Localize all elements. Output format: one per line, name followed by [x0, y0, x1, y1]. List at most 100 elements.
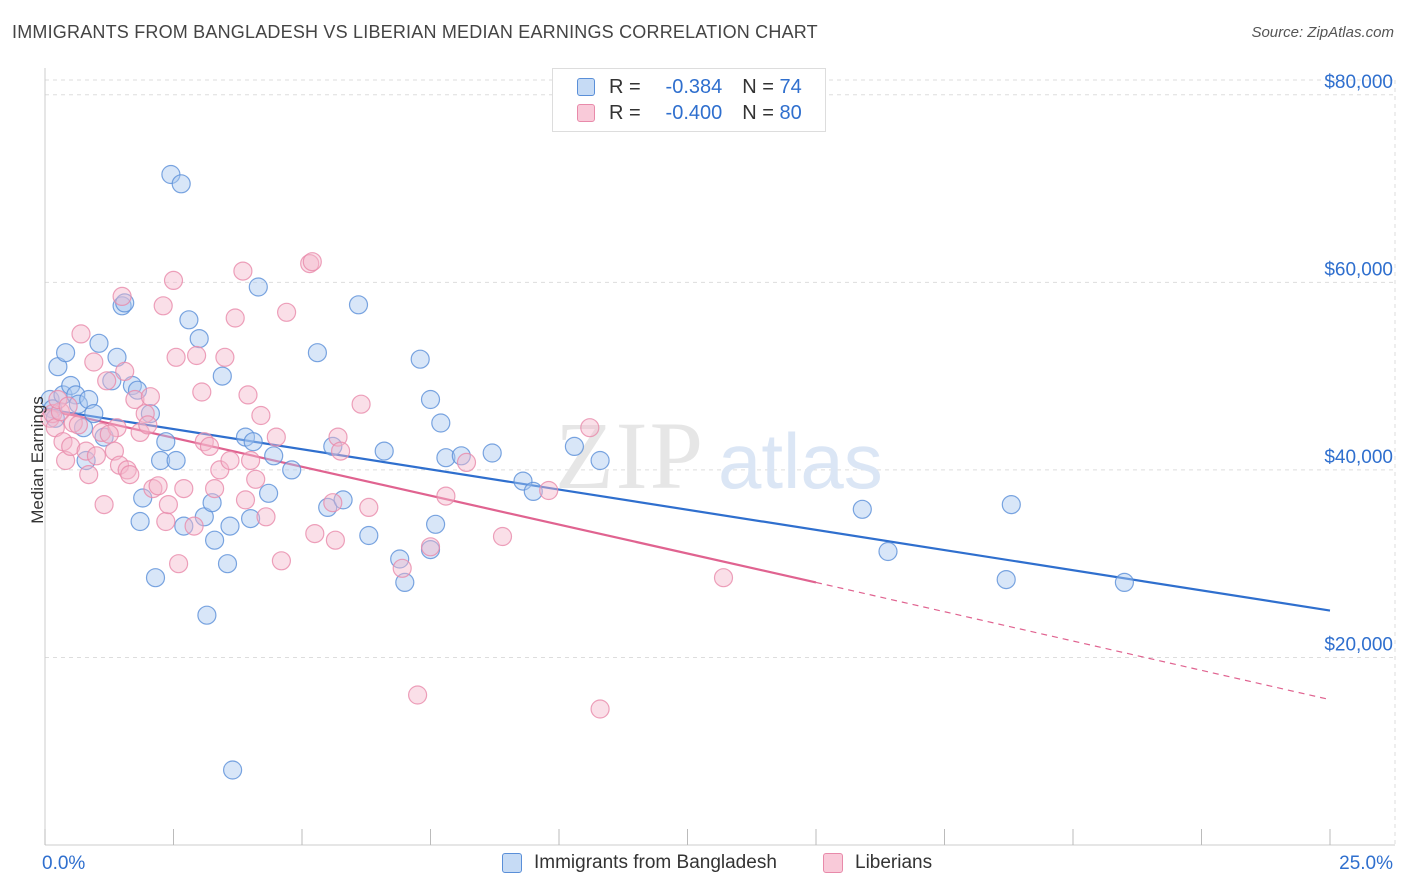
point-bangladesh	[513, 471, 533, 491]
point-liberians	[115, 361, 135, 381]
point-liberians	[220, 450, 240, 471]
point-liberians	[91, 422, 112, 442]
series-legend-label: Liberians	[855, 852, 933, 873]
y-axis-title: Median Earnings	[28, 396, 47, 524]
point-bangladesh	[241, 508, 261, 529]
point-liberians	[143, 479, 163, 499]
y-tick-label: $20,000	[1324, 634, 1393, 655]
point-liberians	[184, 516, 204, 536]
point-bangladesh	[223, 760, 243, 780]
point-liberians	[107, 418, 127, 438]
point-bangladesh	[145, 568, 166, 588]
point-liberians	[130, 422, 150, 442]
point-bangladesh	[451, 446, 471, 466]
point-bangladesh	[174, 516, 194, 536]
point-liberians	[456, 452, 477, 472]
point-liberians	[266, 427, 286, 447]
point-liberians	[55, 450, 76, 471]
point-bangladesh	[102, 371, 122, 391]
point-bangladesh	[179, 310, 199, 330]
y-tick-label: $60,000	[1324, 259, 1393, 280]
point-bangladesh	[852, 499, 872, 519]
point-liberians	[238, 385, 258, 405]
x-tick-label-max: 25.0%	[1339, 853, 1393, 874]
point-liberians	[492, 526, 513, 547]
point-bangladesh	[79, 389, 99, 410]
point-liberians	[76, 441, 96, 461]
point-liberians	[84, 352, 104, 372]
point-bangladesh	[431, 413, 451, 433]
point-bangladesh	[590, 450, 610, 471]
legend-swatch-blue	[577, 78, 595, 96]
point-bangladesh	[348, 295, 369, 315]
point-liberians	[68, 415, 89, 435]
point-bangladesh	[217, 554, 238, 574]
point-bangladesh	[156, 432, 176, 452]
point-bangladesh	[61, 375, 81, 396]
point-bangladesh	[436, 448, 456, 468]
point-bangladesh	[171, 174, 191, 194]
point-liberians	[392, 558, 412, 578]
point-liberians	[302, 252, 322, 272]
point-bangladesh	[1001, 495, 1021, 515]
stats-legend-row-blue: R = -0.384 N = 74	[577, 74, 802, 100]
point-liberians	[153, 296, 173, 316]
point-liberians	[233, 261, 253, 281]
point-bangladesh	[89, 333, 109, 353]
point-liberians	[323, 493, 343, 513]
point-liberians	[79, 465, 99, 485]
point-bangladesh	[264, 446, 284, 466]
watermark-zip: ZIP	[555, 402, 705, 509]
point-liberians	[539, 480, 559, 501]
series-legend-label: Immigrants from Bangladesh	[534, 852, 777, 873]
point-liberians	[71, 324, 91, 344]
points-layer	[40, 164, 1135, 780]
series-legend: Immigrants from Bangladesh Liberians	[0, 852, 1406, 878]
point-liberians	[112, 286, 132, 306]
point-bangladesh	[212, 366, 232, 386]
point-bangladesh	[374, 441, 394, 461]
point-liberians	[199, 436, 220, 456]
point-liberians	[140, 387, 160, 407]
point-bangladesh	[564, 436, 585, 456]
source-credit: Source: ZipAtlas.com	[1251, 24, 1394, 41]
point-bangladesh	[202, 493, 222, 513]
point-liberians	[359, 497, 379, 517]
point-bangladesh	[410, 349, 430, 369]
point-bangladesh	[996, 569, 1016, 590]
stats-legend: R = -0.384 N = 74 R = -0.400 N = 80	[552, 68, 826, 132]
point-liberians	[86, 446, 107, 466]
legend-r-value: -0.400	[665, 101, 723, 124]
point-bangladesh	[878, 541, 898, 562]
point-liberians	[328, 427, 348, 447]
point-liberians	[580, 418, 600, 438]
point-liberians	[351, 394, 371, 414]
point-bangladesh	[189, 329, 209, 349]
legend-r-label: R =	[609, 75, 641, 98]
point-bangladesh	[482, 443, 502, 463]
point-bangladesh	[395, 572, 415, 593]
point-liberians	[174, 479, 194, 499]
point-liberians	[215, 347, 235, 367]
point-liberians	[225, 308, 245, 328]
y-tick-label: $40,000	[1324, 447, 1393, 468]
point-bangladesh	[248, 277, 268, 297]
point-liberians	[99, 424, 119, 444]
point-liberians	[163, 270, 184, 290]
point-bangladesh	[359, 525, 379, 546]
axis-layer: $20,000 $40,000 $60,000 $80,000 0.0% 25.0%	[42, 68, 1395, 874]
x-tick-label-min: 0.0%	[42, 853, 85, 874]
point-liberians	[205, 479, 225, 499]
legend-n-label: N =	[742, 101, 774, 124]
point-liberians	[277, 302, 297, 322]
point-liberians	[590, 699, 610, 719]
point-bangladesh	[130, 511, 150, 532]
point-liberians	[713, 568, 734, 588]
series-swatch-pink	[823, 853, 843, 873]
point-bangladesh	[220, 516, 240, 536]
series-legend-item-liberians: Liberians	[823, 852, 932, 874]
stats-legend-row-pink: R = -0.400 N = 80	[577, 100, 802, 126]
point-bangladesh	[140, 404, 160, 424]
point-bangladesh	[523, 481, 543, 501]
point-liberians	[120, 465, 140, 485]
